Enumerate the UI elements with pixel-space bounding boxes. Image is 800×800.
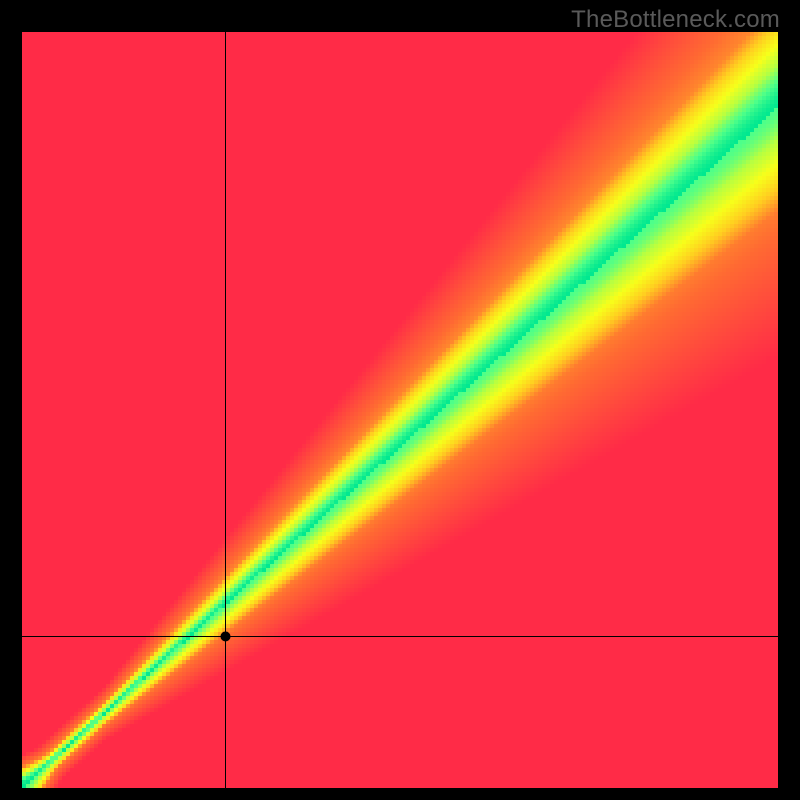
bottleneck-heatmap-canvas [22,32,778,788]
watermark-text: TheBottleneck.com [571,6,780,34]
chart-frame: TheBottleneck.com [0,0,800,800]
